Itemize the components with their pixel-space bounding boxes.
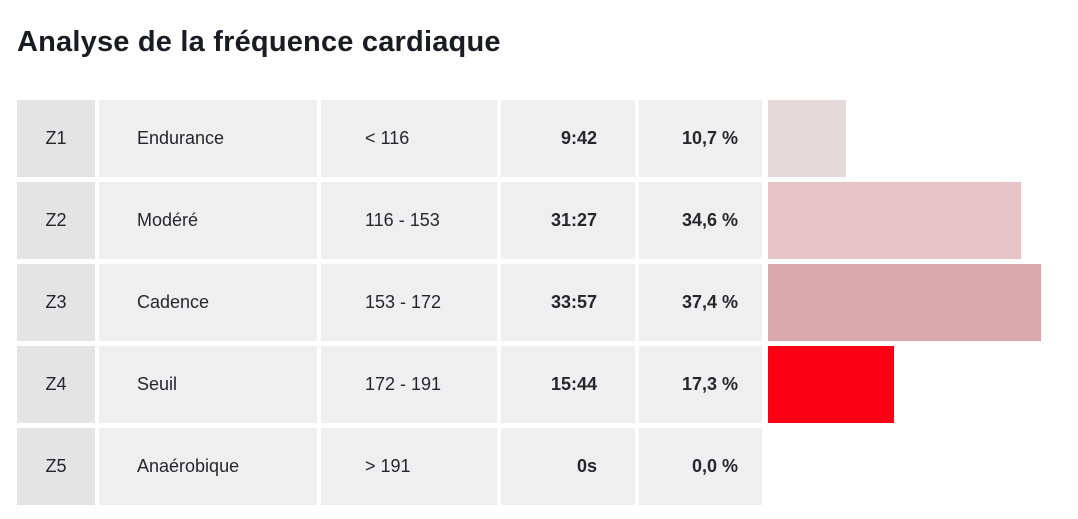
zone-label: Z2: [17, 182, 95, 259]
zone-hr-range: 172 - 191: [321, 346, 497, 423]
zone-name: Seuil: [99, 346, 317, 423]
page-title: Analyse de la fréquence cardiaque: [17, 26, 501, 58]
zone-percent: 0,0 %: [639, 428, 762, 505]
zone-percent: 34,6 %: [639, 182, 762, 259]
zone-percent: 37,4 %: [639, 264, 762, 341]
zone-time: 31:27: [501, 182, 635, 259]
heart-rate-zone-table: Z1 Endurance < 116 9:42 10,7 % Z2 Modéré…: [17, 100, 1078, 510]
zone-label: Z4: [17, 346, 95, 423]
zone-percent: 10,7 %: [639, 100, 762, 177]
zone-hr-range: 153 - 172: [321, 264, 497, 341]
table-row-z3: Z3 Cadence 153 - 172 33:57 37,4 %: [17, 264, 1078, 341]
table-row-z5: Z5 Anaérobique > 191 0s 0,0 %: [17, 428, 1078, 505]
zone-percent: 17,3 %: [639, 346, 762, 423]
zone-time: 9:42: [501, 100, 635, 177]
zone-bar: [768, 100, 846, 177]
zone-hr-range: 116 - 153: [321, 182, 497, 259]
zone-time: 33:57: [501, 264, 635, 341]
zone-hr-range: < 116: [321, 100, 497, 177]
zone-time: 15:44: [501, 346, 635, 423]
zone-bar: [768, 346, 894, 423]
table-row-z4: Z4 Seuil 172 - 191 15:44 17,3 %: [17, 346, 1078, 423]
zone-bar: [768, 264, 1041, 341]
zone-label: Z5: [17, 428, 95, 505]
zone-name: Modéré: [99, 182, 317, 259]
table-row-z2: Z2 Modéré 116 - 153 31:27 34,6 %: [17, 182, 1078, 259]
zone-label: Z3: [17, 264, 95, 341]
zone-name: Anaérobique: [99, 428, 317, 505]
zone-name: Endurance: [99, 100, 317, 177]
zone-bar: [768, 182, 1021, 259]
zone-time: 0s: [501, 428, 635, 505]
table-row-z1: Z1 Endurance < 116 9:42 10,7 %: [17, 100, 1078, 177]
zone-hr-range: > 191: [321, 428, 497, 505]
zone-label: Z1: [17, 100, 95, 177]
zone-name: Cadence: [99, 264, 317, 341]
